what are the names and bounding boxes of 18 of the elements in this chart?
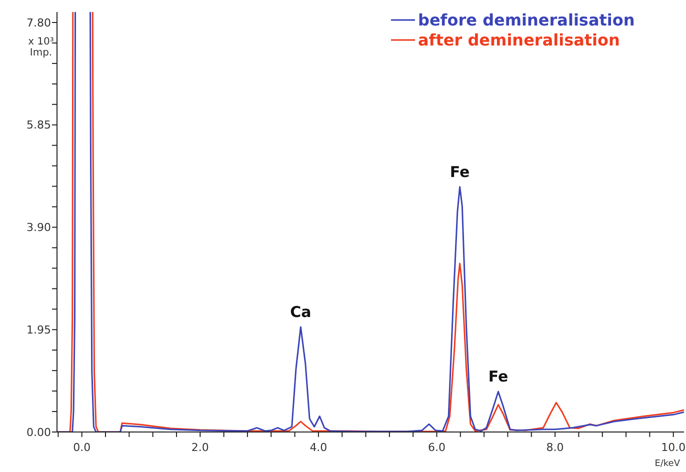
- y-tick-label: 3.90: [26, 221, 51, 234]
- x-tick-label: 4.0: [310, 441, 328, 454]
- y-tick-label: 7.80: [26, 16, 51, 30]
- annotation: Fe: [488, 368, 508, 386]
- x-tick-label: 10.0: [661, 441, 686, 454]
- x-tick-label: 0.0: [73, 441, 91, 454]
- annotation: Fe: [450, 162, 470, 181]
- y-tick-label: 5.85: [26, 118, 51, 132]
- x-tick-label: 6.0: [428, 441, 446, 454]
- annotation: Ca: [290, 303, 312, 321]
- x-axis-title: E/keV: [654, 459, 681, 469]
- y-axis-title: x 10³ Imp.: [28, 36, 54, 58]
- legend-label: before demineralisation: [418, 10, 635, 30]
- y-tick-label: 0.00: [26, 426, 51, 439]
- legend-label: after demineralisation: [418, 30, 620, 50]
- x-tick-label: 8.0: [546, 441, 564, 454]
- y-tick-label: 1.95: [26, 323, 51, 336]
- x-tick-label: 2.0: [191, 441, 209, 454]
